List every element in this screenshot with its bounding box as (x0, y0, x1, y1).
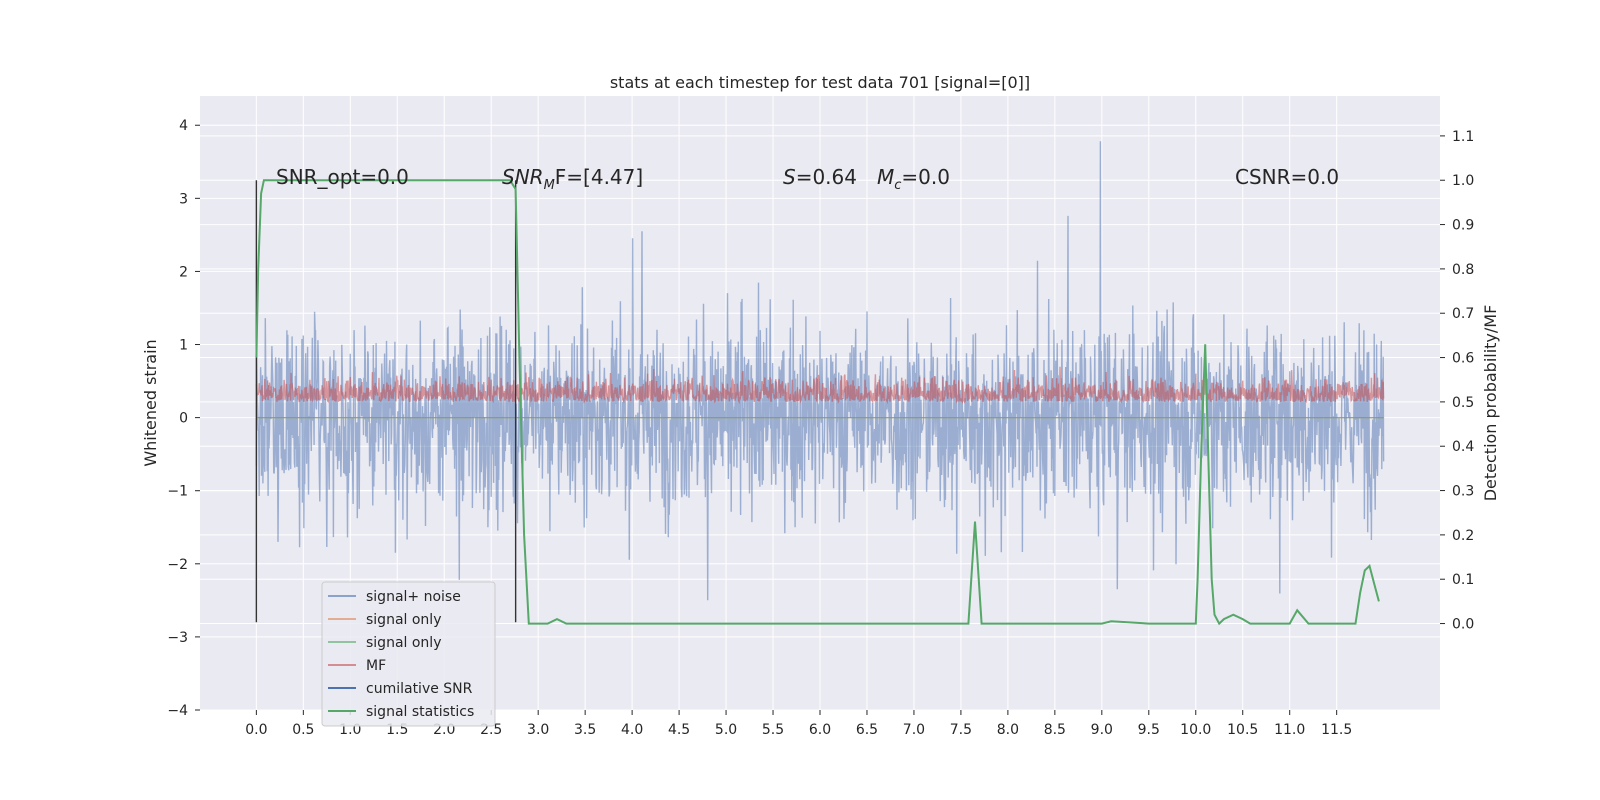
annotation-s-symbol: S (783, 165, 796, 189)
y2-tick-label: 1.0 (1452, 173, 1474, 189)
x-tick-label: 6.0 (809, 722, 831, 738)
annotation-mc-value: =0.0 (901, 165, 950, 189)
legend-label: signal only (366, 612, 441, 628)
y-tick-label: 3 (179, 191, 188, 207)
y-tick-label: 2 (179, 264, 188, 280)
data-layer (255, 141, 1385, 626)
legend-item: MF (328, 658, 386, 674)
x-tick-label: 4.0 (621, 722, 643, 738)
y2-tick-label: 0.1 (1452, 572, 1474, 588)
annotation-snr-mf-main: SNR (502, 165, 544, 189)
y2-tick-label: 0.8 (1452, 262, 1474, 278)
x-tick-label: 9.0 (1091, 722, 1113, 738)
x-tick-label: 11.0 (1274, 722, 1305, 738)
x-tick-label: 5.5 (762, 722, 784, 738)
annotation-s: S=0.64 (783, 165, 857, 189)
y2-tick-label: 0.2 (1452, 528, 1474, 544)
x-tick-label: 3.5 (574, 722, 596, 738)
y2-tick-label: 0.7 (1452, 306, 1474, 322)
x-tick-label: 7.0 (903, 722, 925, 738)
y2-axis-label: Detection probability/MF (1481, 305, 1500, 502)
annotation-snr-opt: SNR_opt=0.0 (276, 165, 409, 189)
legend-label: signal+ noise (366, 589, 461, 605)
annotation-mc: Mc=0.0 (877, 165, 950, 193)
legend-item: signal only (328, 635, 441, 651)
y2-tick-label: 1.1 (1452, 129, 1474, 145)
series-signal-statistics (255, 179, 1380, 626)
chart-title: stats at each timestep for test data 701… (610, 73, 1030, 92)
x-tick-label: 0.0 (245, 722, 267, 738)
annotation-s-value: =0.64 (796, 165, 857, 189)
y2-tick-label: 0.5 (1452, 395, 1474, 411)
legend-label: signal statistics (366, 704, 474, 720)
y-tick-label: −2 (167, 557, 188, 573)
y2-tick-label: 0.0 (1452, 617, 1474, 633)
annotation-csnr: CSNR=0.0 (1235, 165, 1339, 189)
annotation-mc-sub: c (894, 178, 901, 193)
y2-tick-label: 0.4 (1452, 439, 1474, 455)
series-mf (255, 366, 1385, 405)
x-tick-label: 4.5 (668, 722, 690, 738)
legend-item: signal+ noise (328, 589, 461, 605)
legend-box (321, 581, 496, 727)
legend-label: cumilative SNR (366, 681, 473, 697)
x-tick-label: 9.5 (1138, 722, 1160, 738)
annotation-snr-mf-sub: M (544, 178, 555, 193)
legend-item: signal statistics (328, 704, 474, 720)
series-signal-noise (255, 141, 1385, 601)
annotation-snr-mf: SNRMF=[4.47] (502, 165, 643, 193)
x-tick-label: 0.5 (292, 722, 314, 738)
y2-tick-label: 0.3 (1452, 484, 1474, 500)
y2-tick-label: 0.6 (1452, 351, 1474, 367)
annotation-snr-mf-tail: F=[4.47] (555, 165, 643, 189)
x-tick-label: 11.5 (1321, 722, 1352, 738)
x-tick-label: 7.5 (950, 722, 972, 738)
annotation-mc-symbol: M (877, 165, 894, 189)
x-tick-label: 6.5 (856, 722, 878, 738)
y2-tick-label: 0.9 (1452, 218, 1474, 234)
ticks: 0.0 0.5 1.0 1.5 2.0 2.5 3.0 3.5 4.0 4.5 5.0 5.5 6.0 6… (167, 118, 1474, 738)
y-tick-label: −3 (167, 630, 188, 646)
y-tick-label: 0 (179, 411, 188, 427)
x-tick-label: 3.0 (527, 722, 549, 738)
y-tick-label: −4 (167, 703, 188, 719)
y-tick-label: −1 (167, 484, 188, 500)
y-axis-label: Whitened strain (141, 339, 160, 466)
legend-label: MF (366, 658, 386, 674)
x-tick-label: 8.0 (997, 722, 1019, 738)
x-tick-label: 5.0 (715, 722, 737, 738)
x-tick-label: 8.5 (1044, 722, 1066, 738)
legend-label: signal only (366, 635, 441, 651)
legend-item: cumilative SNR (328, 681, 473, 697)
y-tick-label: 1 (179, 338, 188, 354)
y-tick-label: 4 (179, 118, 188, 134)
legend: signal+ noise signal only signal only MF cum… (321, 581, 496, 727)
x-tick-label: 10.0 (1180, 722, 1211, 738)
x-tick-label: 10.5 (1227, 722, 1258, 738)
legend-item: signal only (328, 612, 441, 628)
